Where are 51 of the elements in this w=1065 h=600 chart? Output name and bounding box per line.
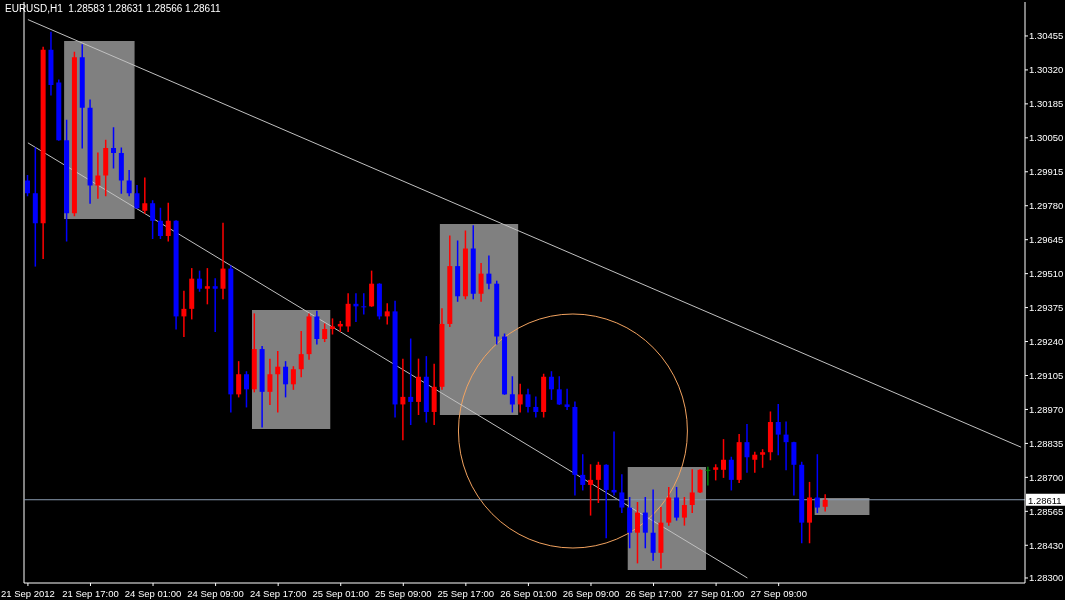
candlestick (650, 489, 656, 561)
y-tick-label: 1.30050 (1029, 132, 1064, 144)
y-tick-label: 1.29645 (1029, 234, 1064, 246)
x-tick-label: 27 Sep 01:00 (687, 588, 745, 599)
x-tick-label: 26 Sep 01:00 (500, 588, 557, 599)
candlestick (705, 466, 711, 486)
y-tick-label: 1.30455 (1029, 30, 1064, 42)
y-tick-label: 1.30185 (1029, 98, 1064, 110)
y-tick-label: 1.28970 (1029, 403, 1064, 415)
y-tick-label: 1.30320 (1029, 64, 1064, 76)
candlestick (212, 278, 218, 332)
candlestick (361, 293, 367, 315)
candlestick (95, 152, 101, 199)
y-tick-label: 1.29105 (1029, 369, 1064, 381)
candlestick (181, 290, 187, 338)
y-tick-label: 1.28700 (1029, 471, 1064, 483)
candlestick (533, 396, 539, 418)
x-tick-label: 21 Sep 2012 (0, 588, 55, 599)
y-tick-label: 1.28430 (1029, 539, 1064, 551)
x-tick-label: 24 Sep 09:00 (187, 588, 244, 599)
y-tick-label: 1.28835 (1029, 437, 1064, 449)
candlestick (752, 451, 758, 473)
candlestick (689, 469, 695, 514)
y-tick-label: 1.29375 (1029, 301, 1064, 313)
x-tick-label: 24 Sep 17:00 (249, 588, 307, 599)
candlestick (275, 351, 281, 413)
x-tick-label: 26 Sep 17:00 (625, 588, 682, 599)
candlestick (298, 330, 304, 378)
x-tick-label: 21 Sep 17:00 (62, 588, 119, 599)
candlestick (400, 358, 406, 441)
ref-line-label: 1.28611 (1028, 494, 1062, 506)
y-tick-label: 1.29915 (1029, 166, 1064, 178)
candlestick (220, 222, 226, 300)
candlestick (384, 303, 390, 325)
x-tick-label: 25 Sep 01:00 (312, 588, 369, 599)
candlestick (486, 255, 492, 290)
candlestick (783, 421, 789, 471)
x-tick-label: 27 Sep 09:00 (750, 588, 807, 599)
x-tick-label: 26 Sep 09:00 (562, 588, 620, 599)
y-tick-label: 1.28565 (1029, 505, 1064, 517)
candlestick (744, 424, 750, 473)
y-tick-label: 1.29780 (1029, 200, 1064, 212)
candlestick (142, 177, 148, 214)
chart-title: EURUSD,H1 1.28583 1.28631 1.28566 1.28611 (5, 3, 221, 14)
x-tick-label: 24 Sep 01:00 (124, 588, 182, 599)
x-tick-label: 25 Sep 09:00 (375, 588, 432, 599)
y-tick-label: 1.28300 (1029, 572, 1064, 584)
y-tick-label: 1.29510 (1029, 268, 1064, 280)
candlestick (564, 388, 570, 410)
x-tick-label: 25 Sep 17:00 (437, 588, 495, 599)
y-tick-label: 1.29240 (1029, 335, 1064, 347)
